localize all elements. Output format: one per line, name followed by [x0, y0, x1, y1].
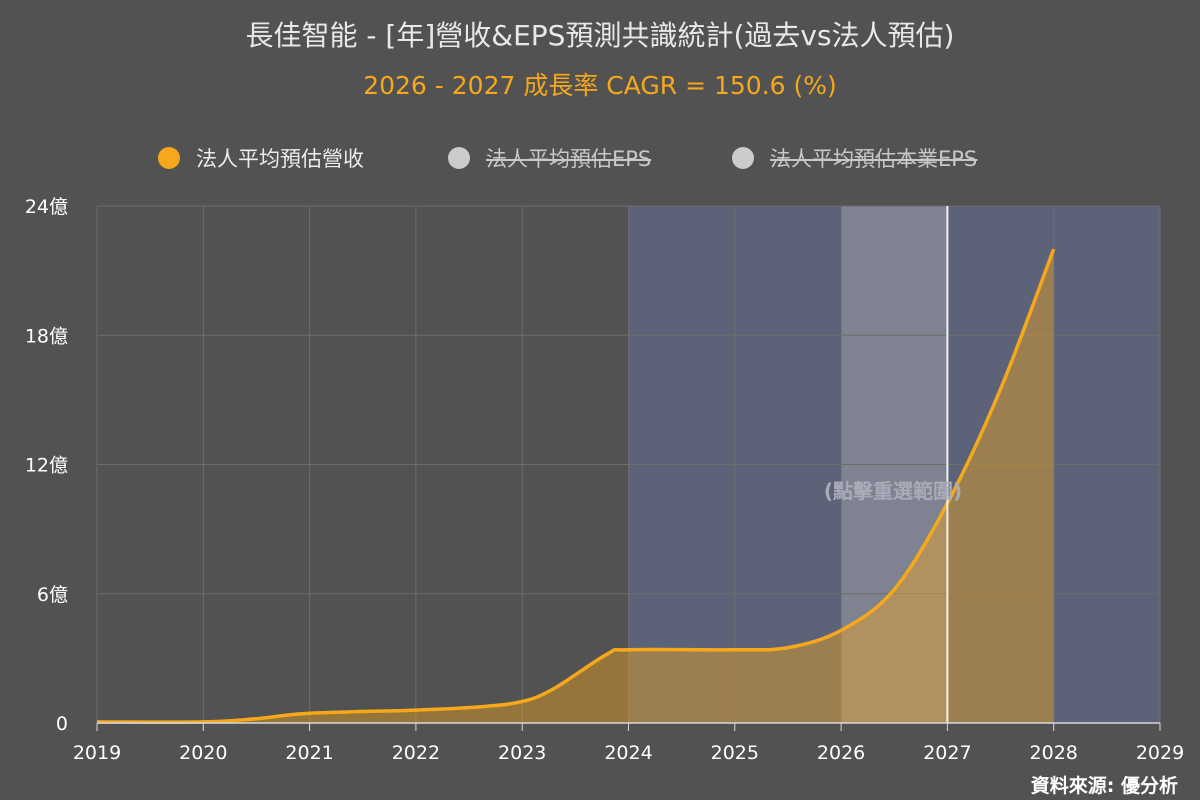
y-tick-label: 6億: [37, 584, 68, 606]
reselect-range-hint[interactable]: (點擊重選範圍): [824, 479, 962, 503]
series-area-revenue: [97, 249, 1054, 724]
legend-dot-core-eps: [732, 147, 754, 169]
y-tick-label: 12億: [25, 455, 68, 477]
legend-item-eps[interactable]: 法人平均預估EPS: [448, 140, 651, 176]
y-tick-label: 0: [56, 713, 68, 735]
x-tick-label: 2020: [179, 742, 227, 764]
legend-item-core-eps[interactable]: 法人平均預估本業EPS: [732, 140, 977, 176]
x-tick-label: 2026: [817, 742, 865, 764]
legend-label-core-eps: 法人平均預估本業EPS: [770, 147, 978, 171]
legend-label-revenue: 法人平均預估營收: [196, 147, 364, 171]
x-tick-label: 2022: [392, 742, 440, 764]
y-tick-label: 24億: [25, 196, 68, 218]
legend-dot-revenue: [158, 147, 180, 169]
x-tick-label: 2025: [711, 742, 759, 764]
x-tick-label: 2019: [73, 742, 121, 764]
y-tick-label: 18億: [25, 325, 68, 347]
chart-title: 長佳智能 - [年]營收&EPS預測共識統計(過去vs法人預估): [245, 19, 955, 52]
x-tick-label: 2023: [498, 742, 546, 764]
x-tick-label: 2029: [1136, 742, 1184, 764]
source-credit: 資料來源: 優分析: [1030, 775, 1178, 797]
x-tick-label: 2021: [285, 742, 333, 764]
x-tick-label: 2027: [923, 742, 971, 764]
x-tick-label: 2028: [1030, 742, 1078, 764]
chart-subtitle: 2026 - 2027 成長率 CAGR = 150.6 (%): [363, 71, 837, 100]
legend-item-revenue[interactable]: 法人平均預估營收: [158, 140, 364, 176]
legend-dot-eps: [448, 147, 470, 169]
legend-label-eps: 法人平均預估EPS: [486, 147, 652, 171]
legend: 法人平均預估營收 法人平均預估EPS 法人平均預估本業EPS: [0, 140, 1200, 176]
series-line-revenue: [96, 248, 1056, 724]
x-tick-label: 2024: [604, 742, 652, 764]
